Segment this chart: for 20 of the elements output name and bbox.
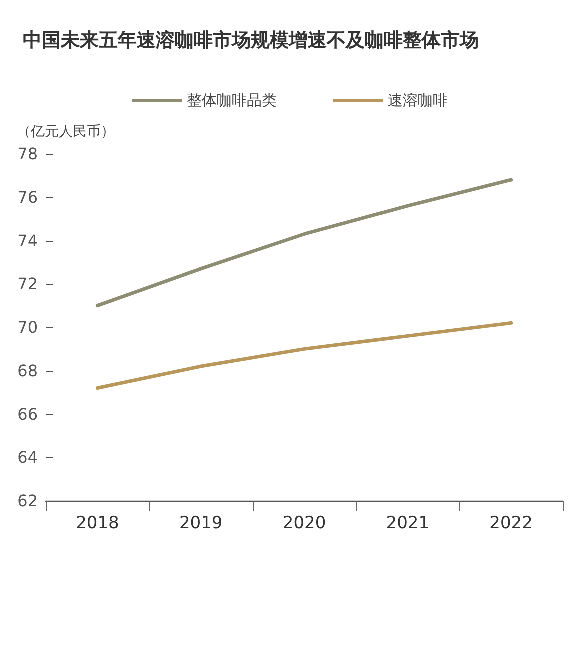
x-tick-label: 2019	[179, 514, 223, 534]
y-tick-label: 76	[18, 188, 38, 207]
line-series	[96, 178, 514, 308]
y-axis-title: （亿元人民币）	[17, 124, 115, 140]
y-tick-label: 62	[18, 492, 38, 510]
legend-label: 速溶咖啡	[388, 92, 448, 110]
x-tick-label: 2022	[490, 514, 533, 534]
chart-title: 中国未来五年速溶咖啡市场规模增速不及咖啡整体市场	[23, 30, 479, 52]
y-tick-label: 78	[18, 144, 38, 164]
legend-label: 整体咖啡品类	[187, 92, 277, 110]
x-tick-label: 2021	[386, 514, 430, 534]
y-tick-label: 72	[18, 274, 38, 294]
y-tick-label: 74	[18, 231, 38, 250]
y-tick-label: 66	[18, 404, 38, 424]
y-tick-label: 70	[18, 318, 38, 337]
line-series	[96, 321, 514, 390]
x-tick-label: 2018	[76, 514, 120, 534]
y-tick-label: 64	[18, 448, 38, 468]
y-tick-label: 68	[18, 361, 38, 380]
x-tick-label: 2020	[282, 514, 326, 534]
